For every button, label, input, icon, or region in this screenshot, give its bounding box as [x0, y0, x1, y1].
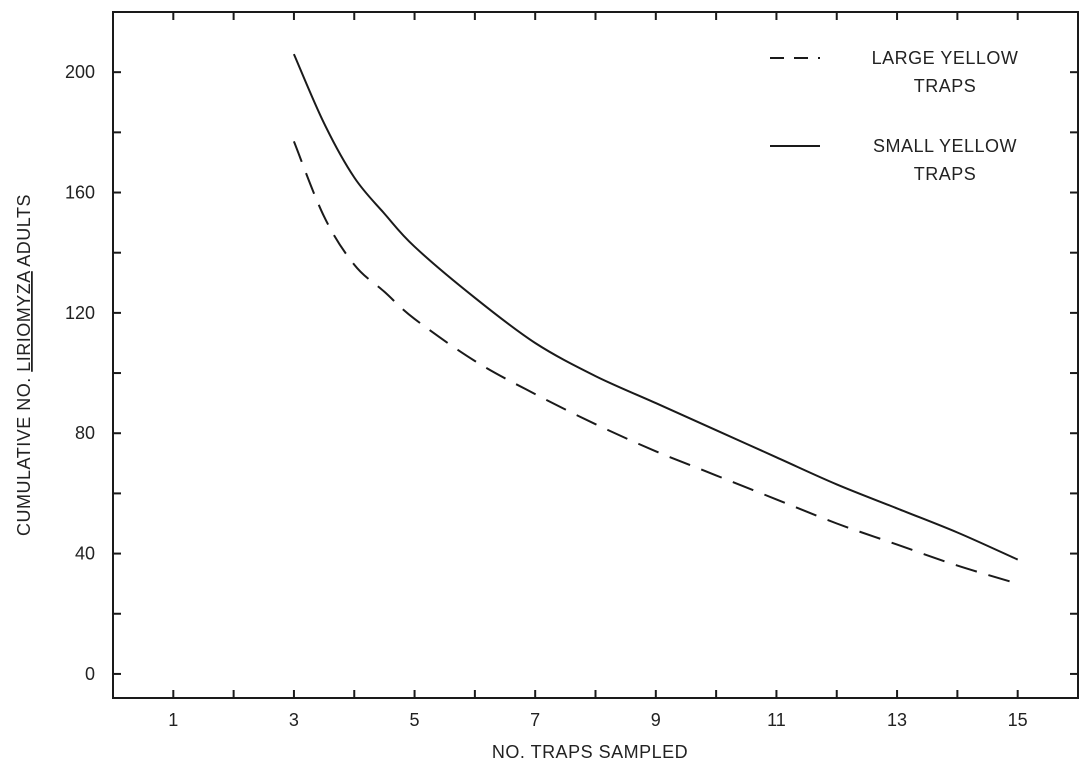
x-tick-label: 3	[289, 710, 299, 730]
legend: LARGE YELLOW TRAPS SMALL YELLOW TRAPS	[770, 48, 1018, 184]
y-tick-label: 200	[65, 62, 95, 82]
legend-label: LARGE YELLOW	[872, 48, 1019, 68]
x-tick-label: 13	[887, 710, 907, 730]
x-tick-label: 15	[1008, 710, 1028, 730]
legend-label: SMALL YELLOW	[873, 136, 1017, 156]
y-tick-label: 80	[75, 423, 95, 443]
y-axis-title-part: ADULTS	[14, 194, 34, 271]
y-axis-title-genus: LIRIOMYZA	[14, 271, 34, 372]
y-axis-title: CUMULATIVE NO. LIRIOMYZA ADULTS	[14, 194, 34, 536]
plot-frame	[112, 11, 1079, 699]
legend-label: TRAPS	[914, 164, 977, 184]
y-tick-label: 0	[85, 664, 95, 684]
series-layer	[292, 53, 1019, 585]
x-tick-label: 5	[410, 710, 420, 730]
x-axis-title: NO. TRAPS SAMPLED	[492, 742, 688, 762]
series-line	[292, 141, 1018, 585]
x-tick-label: 9	[651, 710, 661, 730]
series-line	[292, 53, 1019, 561]
y-tick-label: 120	[65, 303, 95, 323]
y-tick-label: 160	[65, 183, 95, 203]
x-tick-label: 11	[767, 710, 786, 730]
y-axis-title-part: CUMULATIVE NO.	[14, 372, 34, 536]
legend-label: TRAPS	[914, 76, 977, 96]
x-tick-label: 7	[530, 710, 540, 730]
x-tick-label: 1	[168, 710, 178, 730]
y-tick-label: 40	[75, 544, 95, 564]
